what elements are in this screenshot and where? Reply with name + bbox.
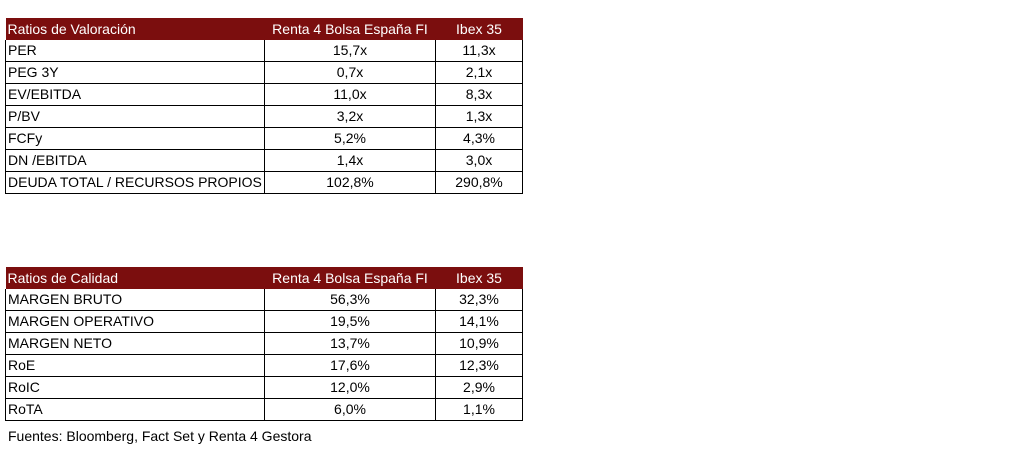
row-label: PER: [5, 40, 265, 62]
ibex-value: 1,1%: [435, 398, 523, 421]
header-ibex: Ibex 35: [435, 18, 523, 40]
header-ratio-name: Ratios de Valoración: [5, 18, 265, 40]
header-fund: Renta 4 Bolsa España FI: [264, 267, 436, 289]
row-label: DN /EBITDA: [5, 149, 265, 172]
fund-value: 17,6%: [264, 354, 436, 377]
row-label: P/BV: [5, 105, 265, 128]
row-label: MARGEN BRUTO: [5, 289, 265, 311]
ibex-value: 1,3x: [435, 105, 523, 128]
table-row: RoIC 12,0% 2,9%: [5, 376, 523, 399]
table-row: MARGEN BRUTO 56,3% 32,3%: [5, 289, 523, 311]
header-ratio-name: Ratios de Calidad: [5, 267, 265, 289]
row-label: FCFy: [5, 127, 265, 150]
ibex-value: 8,3x: [435, 83, 523, 106]
fund-value: 13,7%: [264, 332, 436, 355]
fund-value: 102,8%: [264, 171, 436, 194]
row-label: RoTA: [5, 398, 265, 421]
ibex-value: 11,3x: [435, 40, 523, 62]
ibex-value: 12,3%: [435, 354, 523, 377]
row-label: RoE: [5, 354, 265, 377]
ibex-value: 3,0x: [435, 149, 523, 172]
fund-value: 11,0x: [264, 83, 436, 106]
table-row: EV/EBITDA 11,0x 8,3x: [5, 83, 523, 106]
valuation-ratios-table: Ratios de Valoración Renta 4 Bolsa Españ…: [5, 18, 523, 194]
fund-value: 3,2x: [264, 105, 436, 128]
fund-value: 19,5%: [264, 310, 436, 333]
ibex-value: 290,8%: [435, 171, 523, 194]
source-note: Fuentes: Bloomberg, Fact Set y Renta 4 G…: [8, 428, 312, 444]
table-row: P/BV 3,2x 1,3x: [5, 105, 523, 128]
ibex-value: 14,1%: [435, 310, 523, 333]
ibex-value: 4,3%: [435, 127, 523, 150]
row-label: EV/EBITDA: [5, 83, 265, 106]
table-row: MARGEN NETO 13,7% 10,9%: [5, 332, 523, 355]
ibex-value: 32,3%: [435, 289, 523, 311]
ibex-value: 10,9%: [435, 332, 523, 355]
fund-value: 15,7x: [264, 40, 436, 62]
table-header-row: Ratios de Valoración Renta 4 Bolsa Españ…: [5, 18, 523, 40]
fund-value: 6,0%: [264, 398, 436, 421]
table-row: FCFy 5,2% 4,3%: [5, 127, 523, 150]
ibex-value: 2,9%: [435, 376, 523, 399]
row-label: RoIC: [5, 376, 265, 399]
fund-value: 12,0%: [264, 376, 436, 399]
fund-value: 0,7x: [264, 61, 436, 84]
row-label: MARGEN OPERATIVO: [5, 310, 265, 333]
table-row: RoTA 6,0% 1,1%: [5, 398, 523, 421]
row-label: DEUDA TOTAL / RECURSOS PROPIOS: [5, 171, 265, 194]
header-fund: Renta 4 Bolsa España FI: [264, 18, 436, 40]
header-ibex: Ibex 35: [435, 267, 523, 289]
table-row: PER 15,7x 11,3x: [5, 40, 523, 62]
table-header-row: Ratios de Calidad Renta 4 Bolsa España F…: [5, 267, 523, 289]
ibex-value: 2,1x: [435, 61, 523, 84]
row-label: PEG 3Y: [5, 61, 265, 84]
table-row: DEUDA TOTAL / RECURSOS PROPIOS 102,8% 29…: [5, 171, 523, 194]
quality-ratios-table: Ratios de Calidad Renta 4 Bolsa España F…: [5, 267, 523, 421]
table-row: RoE 17,6% 12,3%: [5, 354, 523, 377]
row-label: MARGEN NETO: [5, 332, 265, 355]
table-row: MARGEN OPERATIVO 19,5% 14,1%: [5, 310, 523, 333]
table-row: DN /EBITDA 1,4x 3,0x: [5, 149, 523, 172]
fund-value: 1,4x: [264, 149, 436, 172]
table-row: PEG 3Y 0,7x 2,1x: [5, 61, 523, 84]
fund-value: 5,2%: [264, 127, 436, 150]
fund-value: 56,3%: [264, 289, 436, 311]
